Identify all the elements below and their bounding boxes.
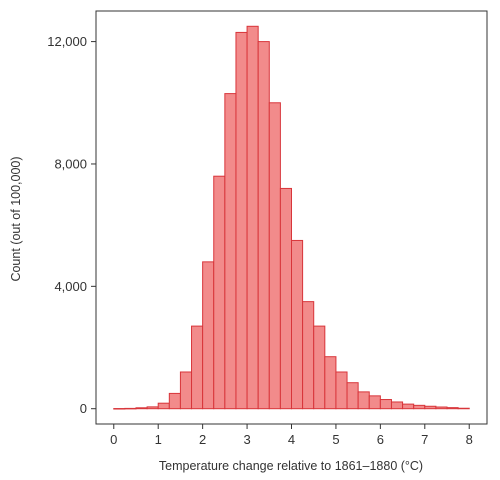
histogram-bar [379, 399, 392, 410]
x-tick-label: 7 [421, 432, 428, 447]
histogram-bar [335, 371, 348, 410]
x-tick-label: 0 [110, 432, 117, 447]
histogram-bar [368, 395, 381, 410]
y-tick-label: 8,000 [54, 156, 87, 171]
histogram-bar [279, 187, 293, 410]
histogram-bar [302, 301, 315, 410]
histogram-bar [246, 25, 259, 410]
histogram-bar [402, 403, 415, 410]
x-tick-label: 1 [155, 432, 162, 447]
histogram-bar [413, 404, 426, 410]
histogram-bar [268, 102, 281, 410]
x-tick-label: 4 [288, 432, 295, 447]
x-tick-label: 3 [243, 432, 250, 447]
histogram-bar [357, 391, 370, 410]
x-tick-label: 8 [466, 432, 473, 447]
histogram-bar [224, 93, 237, 410]
y-tick-label: 12,000 [47, 34, 87, 49]
x-axis-ticks: 0 1 2 3 4 5 6 7 8 [110, 424, 473, 447]
histogram-bar [213, 175, 226, 410]
histogram-bar [113, 408, 126, 410]
histogram-bar [157, 402, 170, 410]
histogram-bar [446, 407, 459, 410]
y-axis-ticks: 0 4,000 8,000 12,000 [47, 34, 96, 416]
histogram-bar [235, 31, 248, 410]
histogram-bar [313, 325, 326, 410]
histogram-bar [146, 406, 159, 410]
histogram-bar [457, 407, 470, 410]
histogram-bar [291, 239, 304, 410]
histogram-bar [435, 406, 448, 410]
x-axis-label: Temperature change relative to 1861–1880… [159, 459, 423, 473]
histogram-bar [179, 371, 193, 410]
y-tick-label: 0 [80, 401, 87, 416]
x-tick-label: 6 [377, 432, 384, 447]
bars-group [113, 25, 470, 410]
histogram-bar [424, 405, 437, 410]
histogram-bar [135, 407, 148, 410]
histogram-bar [390, 401, 404, 410]
y-axis-label: Count (out of 100,000) [9, 156, 23, 281]
histogram-bar [124, 407, 137, 410]
histogram-bar [324, 356, 337, 410]
histogram-bar [168, 392, 181, 410]
histogram-bar [191, 325, 204, 410]
histogram-bar [202, 261, 215, 410]
x-tick-label: 2 [199, 432, 206, 447]
histogram-bar [257, 41, 270, 410]
histogram-bar [346, 382, 359, 410]
x-tick-label: 5 [332, 432, 339, 447]
y-tick-label: 4,000 [54, 279, 87, 294]
